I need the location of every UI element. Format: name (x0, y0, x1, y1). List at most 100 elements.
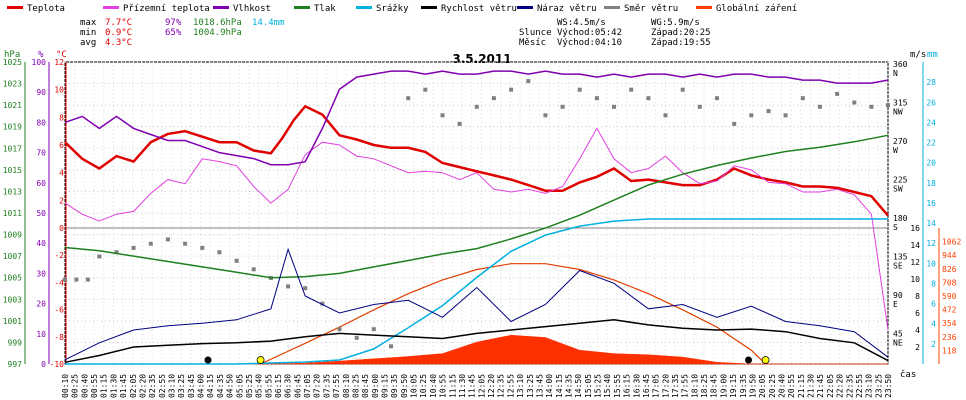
hpa-tick: 1019 (3, 123, 22, 132)
x-axis-label: čas (900, 369, 916, 380)
hpa-tick: 1007 (3, 252, 22, 261)
x-axis: 00:10 00:25 00:40 00:55 01:15 01:30 01:45 02:05… (61, 369, 916, 398)
legend-swatch (213, 6, 229, 9)
radiation-tick: 354 (942, 319, 957, 328)
x-tick-label: 12:55 (506, 374, 515, 398)
pct-tick: 90 (36, 88, 46, 97)
wind-direction-point (886, 103, 890, 108)
x-tick-label: 20:05 (758, 374, 767, 398)
x-tick-label: 14:35 (564, 374, 573, 398)
temp-tick: 10 (54, 86, 64, 95)
wind-speed-tick: 6 (915, 309, 920, 318)
x-tick-label: 22:35 (845, 374, 854, 398)
radiation-tick: 708 (942, 278, 957, 287)
x-tick-label: 22:05 (826, 374, 835, 398)
legend-label: Směr větru (624, 4, 678, 14)
wind-speed-tick: 2 (915, 343, 920, 352)
wind-direction-point (97, 254, 102, 259)
moonset-marker (745, 356, 752, 364)
wind-dir-tick: 225 (893, 176, 908, 185)
x-tick-label: 20:40 (777, 374, 786, 398)
wind-dir-label: SE (893, 262, 903, 271)
moon-label: Měsíc (519, 38, 546, 48)
sunrise: Východ:05:42 (557, 28, 622, 38)
x-tick-label: 08:25 (351, 374, 360, 398)
wind-direction-point (234, 258, 239, 263)
x-tick-label: 19:35 (739, 374, 748, 398)
series-gust (64, 247, 889, 361)
wind-direction-point (680, 87, 685, 92)
x-tick-label: 23:25 (874, 374, 883, 398)
wind-dir-label: W (893, 146, 898, 155)
x-tick-label: 02:20 (138, 374, 147, 398)
x-tick-label: 11:30 (458, 374, 467, 398)
temp-tick: 2 (59, 196, 64, 205)
sun-label: Slunce (519, 28, 552, 38)
rain-tick: 6 (931, 300, 936, 309)
radiation-tick: 944 (942, 251, 957, 260)
x-tick-label: 13:45 (535, 374, 544, 398)
radiation-tick: 472 (942, 306, 957, 315)
wind-direction-point (869, 104, 874, 109)
stat-humidity: 97% (165, 18, 182, 28)
wind-direction-point (732, 121, 737, 126)
wind-direction-point (663, 113, 668, 118)
wind-direction-point (406, 96, 411, 101)
x-tick-label: 22:20 (836, 374, 845, 398)
x-tick-label: 12:05 (477, 374, 486, 398)
x-tick-label: 04:15 (206, 374, 215, 398)
wind-direction-point (440, 113, 445, 118)
rain-tick: 8 (931, 279, 936, 288)
hpa-tick: 1001 (3, 317, 22, 326)
legend-label: Přízemní teplota (123, 4, 210, 14)
x-tick-label: 12:20 (487, 374, 496, 398)
wind-direction-point (543, 113, 548, 118)
hpa-tick: 999 (8, 338, 23, 347)
pct-tick: 20 (36, 300, 46, 309)
x-tick-label: 15:05 (584, 374, 593, 398)
sunset-marker (761, 356, 770, 364)
pct-tick: 80 (36, 118, 46, 127)
hpa-tick: 997 (8, 360, 23, 369)
legend-label: Vlhkost (233, 4, 271, 14)
x-tick-label: 21:45 (816, 374, 825, 398)
series-ground (64, 127, 889, 331)
wind-direction-point (560, 104, 565, 109)
wind-dir-label: SW (893, 185, 903, 194)
rain-tick: 22 (926, 139, 936, 148)
x-tick-label: 22:55 (855, 374, 864, 398)
temp-tick: 12 (54, 58, 64, 67)
stat-rain: 14.4mm (252, 18, 285, 28)
x-tick-label: 00:25 (71, 374, 80, 398)
pct-tick: 70 (36, 149, 46, 158)
series-temp (64, 104, 889, 217)
x-tick-label: 05:40 (255, 374, 264, 398)
stat-label: avg (80, 38, 96, 48)
x-tick-label: 05:55 (264, 374, 273, 398)
wind-direction-point (200, 245, 205, 250)
hpa-tick: 1017 (3, 144, 22, 153)
wind-speed-tick: 4 (915, 326, 920, 335)
hpa-tick: 1013 (3, 187, 22, 196)
hpa-tick: 1005 (3, 274, 22, 283)
x-tick-label: 18:45 (710, 374, 719, 398)
legend-swatch (517, 6, 533, 9)
wind-direction-point (629, 87, 634, 92)
stat-humidity: 65% (165, 28, 182, 38)
legend-label: Tlak (314, 4, 336, 14)
wind-direction-point (715, 96, 719, 101)
x-tick-label: 05:05 (235, 374, 244, 398)
x-tick-label: 17:35 (671, 374, 680, 398)
wind-direction-point (74, 277, 79, 282)
legend-swatch (604, 6, 620, 9)
wind-direction-point (131, 245, 136, 250)
x-tick-label: 10:40 (429, 374, 438, 398)
x-tick-label: 01:30 (109, 374, 118, 398)
x-tick-label: 16:15 (623, 374, 632, 398)
wind-direction-point (577, 87, 582, 92)
x-tick-label: 07:05 (303, 374, 312, 398)
legend-label: Rychlost větru (441, 4, 517, 14)
rain-tick: 4 (931, 320, 936, 329)
legend-swatch (356, 6, 372, 9)
